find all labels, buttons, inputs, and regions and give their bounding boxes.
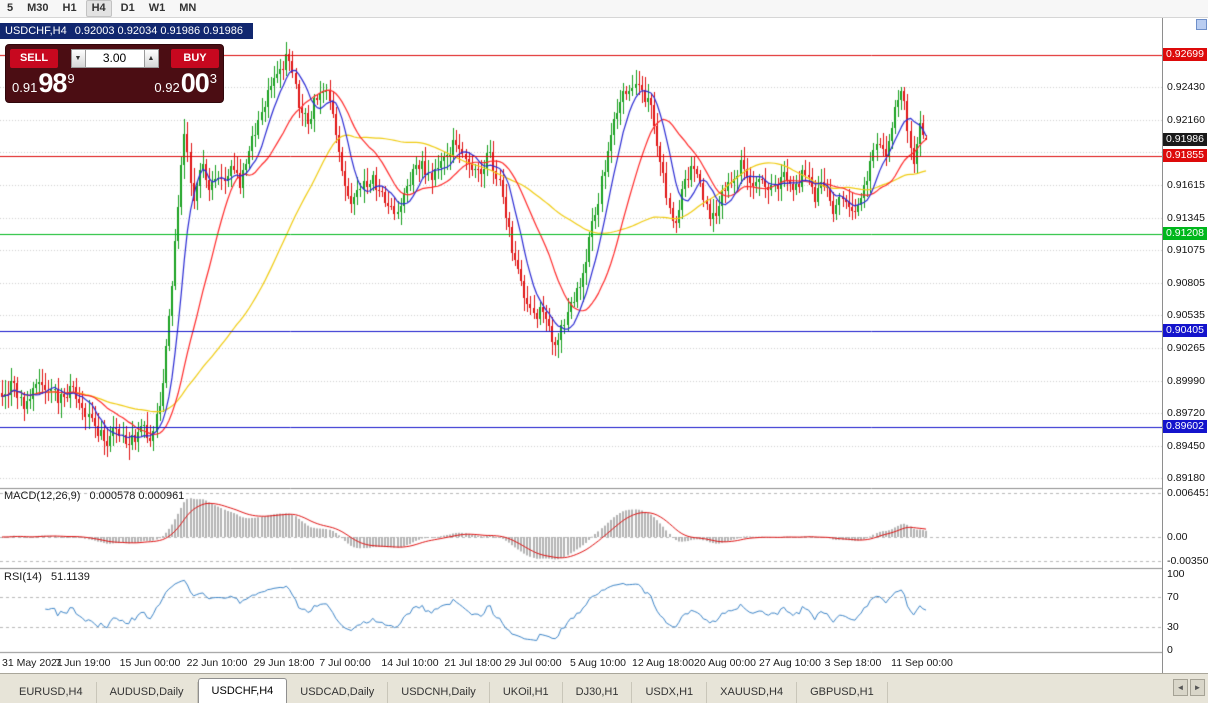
time-axis-label: 20 Aug 00:00 [694, 657, 756, 669]
macd-axis-label: 0.006451 [1167, 487, 1208, 499]
price-tick: 0.90535 [1167, 309, 1205, 322]
timeframe-button-h1[interactable]: H1 [62, 2, 77, 14]
price-tick: 0.89720 [1167, 407, 1205, 420]
price-tick: 0.89450 [1167, 439, 1205, 452]
sell-price-big: 98 [38, 68, 67, 98]
buy-button[interactable]: BUY [171, 48, 219, 68]
time-axis-label: 29 Jul 00:00 [504, 657, 562, 669]
price-badge: 0.92699 [1163, 47, 1207, 61]
timeframe-button-d1[interactable]: D1 [120, 2, 135, 14]
spinner-up-icon: ▲ [147, 54, 155, 62]
buy-price: 0.92 00 3 [154, 69, 217, 98]
price-badge: 0.91986 [1163, 133, 1207, 147]
time-axis-label: 7 Jul 00:00 [319, 657, 371, 669]
price-tick: 0.90265 [1167, 341, 1205, 354]
timeframe-toolbar: 5 M30 H1 H4 D1 W1 MN [0, 0, 1208, 18]
time-axis-label: 12 Aug 18:00 [632, 657, 694, 669]
macd-axis-label: 0.00 [1167, 531, 1188, 543]
timeframe-button-h4[interactable]: H4 [85, 0, 112, 17]
price-tick: 0.91615 [1167, 179, 1205, 192]
chart-tab-usdx-h1[interactable]: USDX,H1 [632, 682, 708, 703]
time-axis-label: 5 Aug 10:00 [569, 657, 627, 669]
spinner-down-icon: ▼ [74, 54, 82, 62]
sell-button[interactable]: SELL [10, 48, 58, 68]
price-tick: 0.92160 [1167, 113, 1205, 126]
axis-separator [1162, 18, 1163, 673]
sell-price-prefix: 0.91 [12, 80, 38, 95]
price-tick: 0.91075 [1167, 244, 1205, 257]
rsi-label: RSI(14) 51.1139 [4, 571, 90, 583]
sell-price-pip: 9 [67, 71, 75, 86]
tab-scroll-right-button[interactable]: ► [1190, 679, 1205, 696]
chart-tabs: EURUSD,H4 AUDUSD,Daily USDCHF,H4 USDCAD,Dai… [0, 673, 1208, 703]
time-axis-label: 3 Sep 18:00 [824, 657, 882, 669]
time-axis-label: 22 Jun 10:00 [186, 657, 248, 669]
price-tick: 0.90805 [1167, 276, 1205, 289]
chart-scroll-button[interactable] [1196, 19, 1207, 30]
price-axis: 0.92430 0.92160 0.91615 0.91345 0.91075 0.908… [1163, 18, 1208, 673]
chart-tab-ukoil-h1[interactable]: UKOil,H1 [490, 682, 563, 703]
time-axis-label: 21 Jul 18:00 [444, 657, 502, 669]
chart-tab-audusd-daily[interactable]: AUDUSD,Daily [97, 682, 198, 703]
price-tick: 0.92430 [1167, 81, 1205, 94]
rsi-name: RSI(14) [4, 571, 42, 583]
rsi-axis-label: 70 [1167, 590, 1179, 603]
chart-tab-usdcnh-daily[interactable]: USDCNH,Daily [388, 682, 490, 703]
time-axis-label: 29 Jun 18:00 [253, 657, 315, 669]
buy-price-pip: 3 [209, 71, 217, 86]
time-axis-label: 31 May 2021 [2, 657, 63, 669]
rsi-axis-label: 100 [1167, 568, 1185, 580]
volume-stepper: ▼ ▲ [70, 48, 159, 68]
volume-input[interactable] [85, 48, 144, 68]
price-tick: 0.89990 [1167, 374, 1205, 387]
buy-price-big: 00 [180, 68, 210, 98]
time-axis: 31 May 2021 7 Jun 19:00 15 Jun 00:00 22 Jun… [0, 655, 1162, 672]
rsi-value: 51.1139 [50, 571, 90, 583]
price-badge: 0.91208 [1163, 227, 1207, 241]
timeframe-button-m30[interactable]: M30 [27, 2, 49, 14]
macd-name: MACD(12,26,9) [4, 490, 81, 502]
time-axis-label: 7 Jun 19:00 [55, 657, 111, 669]
time-axis-label: 14 Jul 10:00 [381, 657, 439, 669]
volume-decrease-button[interactable]: ▼ [70, 48, 86, 68]
chart-tab-dj30-h1[interactable]: DJ30,H1 [563, 682, 633, 703]
price-tick: 0.91345 [1167, 211, 1205, 224]
chart-canvas[interactable] [0, 18, 1162, 673]
timeframe-button-w1[interactable]: W1 [148, 2, 166, 14]
chart-symbol-period: USDCHF,H4 [5, 25, 67, 37]
price-badge: 0.90405 [1163, 323, 1207, 337]
volume-increase-button[interactable]: ▲ [143, 48, 159, 68]
buy-price-prefix: 0.92 [154, 80, 180, 95]
tab-scroll-left-button[interactable]: ◄ [1173, 679, 1188, 696]
rsi-axis-label: 30 [1167, 621, 1179, 634]
chart-tab-xauusd-h4[interactable]: XAUUSD,H4 [707, 682, 798, 703]
macd-axis-label: -0.003507 [1167, 554, 1208, 567]
price-tick: 0.89180 [1167, 472, 1205, 485]
macd-values: 0.000578 0.000961 [89, 490, 185, 502]
chart-tab-eurusd-h4[interactable]: EURUSD,H4 [6, 682, 97, 703]
rsi-axis-label: 0 [1167, 644, 1173, 656]
timeframe-button-5[interactable]: 5 [7, 2, 14, 14]
time-axis-label: 27 Aug 10:00 [759, 657, 821, 669]
chart-tab-gbpusd-h1[interactable]: GBPUSD,H1 [797, 682, 888, 703]
macd-label: MACD(12,26,9) 0.000578 0.000961 [4, 490, 184, 502]
chart-tab-usdcad-daily[interactable]: USDCAD,Daily [287, 682, 389, 703]
chart-tab-usdchf-h4[interactable]: USDCHF,H4 [197, 678, 288, 703]
time-axis-label: 15 Jun 00:00 [119, 657, 181, 669]
chart-ohlc-values: 0.92003 0.92034 0.91986 0.91986 [74, 25, 243, 37]
sell-price: 0.91 98 9 [12, 69, 75, 98]
price-badge: 0.89602 [1163, 420, 1207, 434]
time-axis-label: 11 Sep 00:00 [891, 657, 953, 669]
tab-scroll-buttons: ◄ ► [1173, 679, 1205, 696]
price-badge: 0.91855 [1163, 149, 1207, 163]
chart-title-bar: USDCHF,H4 0.92003 0.92034 0.91986 0.9198… [0, 23, 253, 39]
timeframe-button-mn[interactable]: MN [179, 2, 197, 14]
one-click-trading-panel: SELL ▼ ▲ BUY 0.91 98 9 0.92 00 3 [5, 44, 224, 103]
